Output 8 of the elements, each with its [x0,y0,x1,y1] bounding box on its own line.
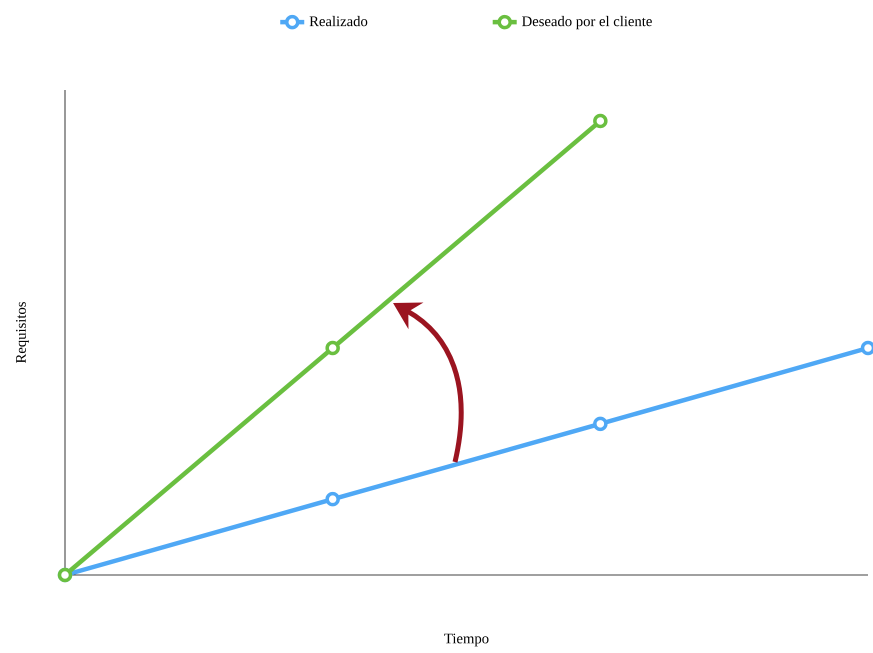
x-axis-title: Tiempo [444,634,489,646]
point [593,416,608,432]
legend-label: Realizado [310,16,368,26]
legend-label: Deseado por el cliente [522,16,652,30]
point [593,114,608,128]
point [325,492,340,506]
y-axis-title: Requisitos [16,302,29,364]
point [325,340,340,356]
